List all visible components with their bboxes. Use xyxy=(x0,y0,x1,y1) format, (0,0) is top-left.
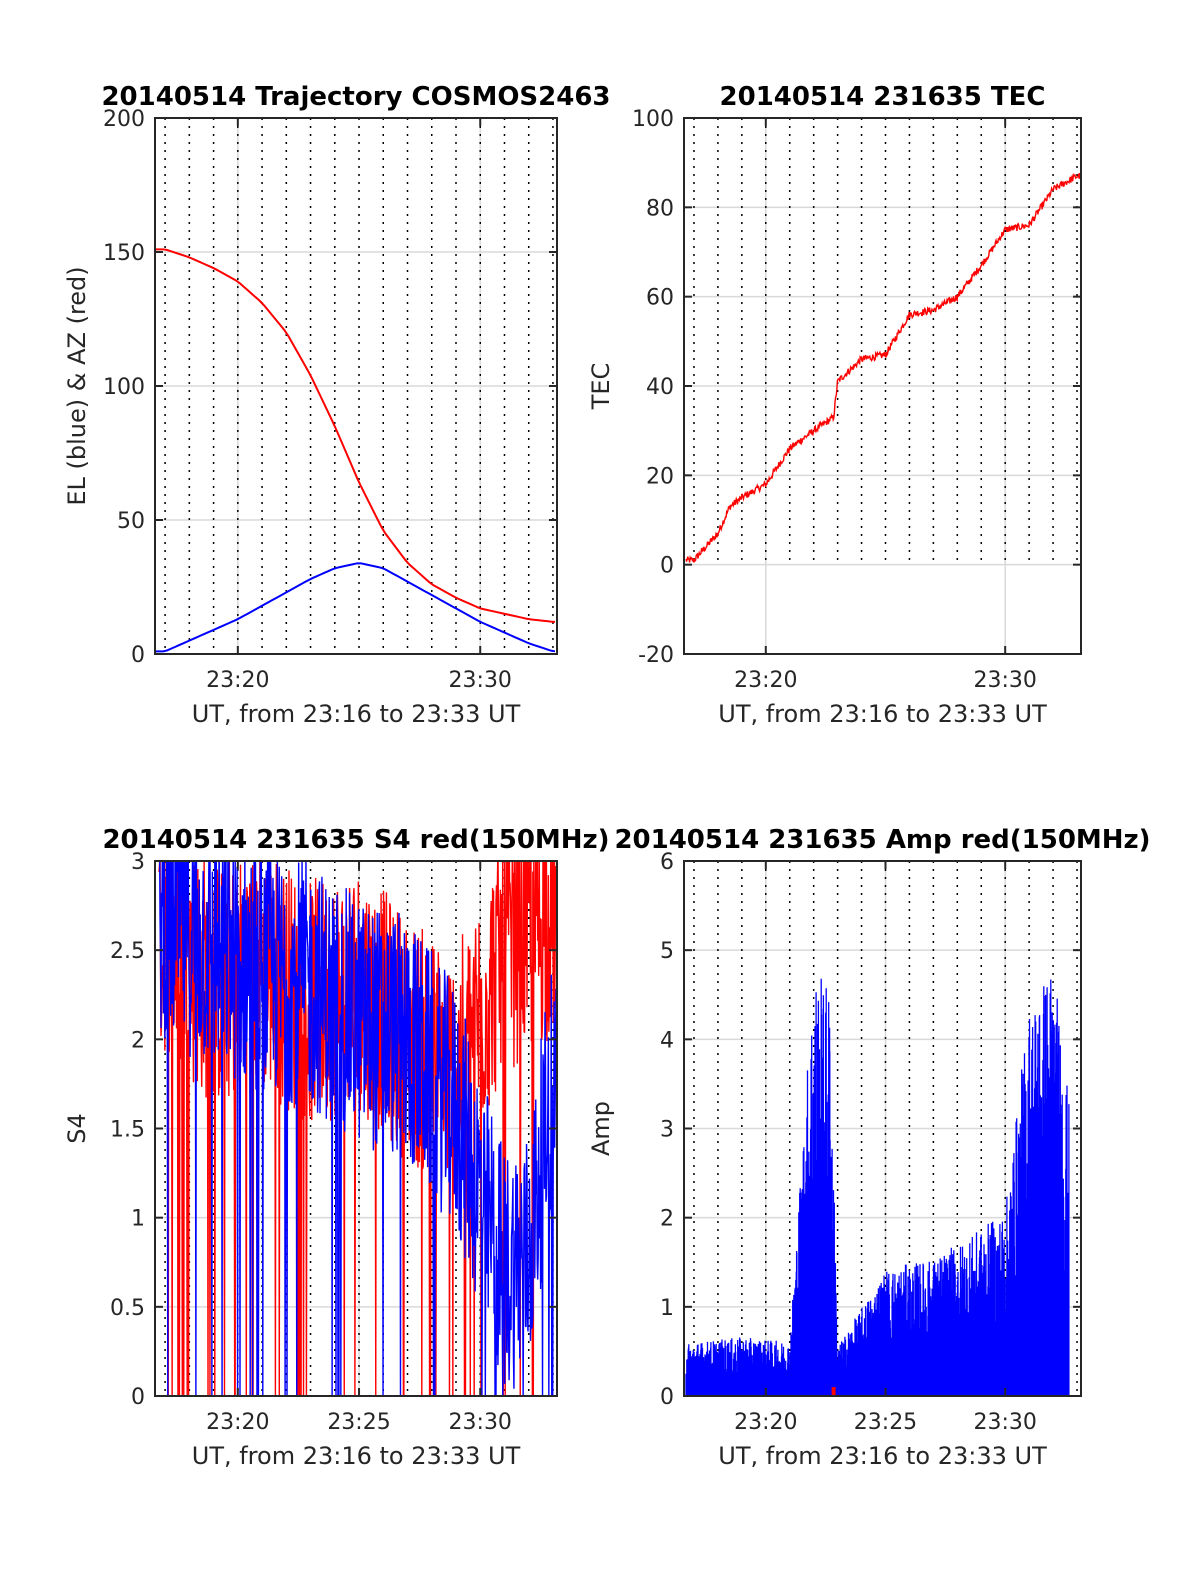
series-line xyxy=(685,978,1070,1396)
y-tick-label: 6 xyxy=(660,850,674,875)
y-tick-label: 3 xyxy=(660,1118,674,1143)
chart-title: 20140514 231635 TEC xyxy=(720,82,1046,112)
y-tick-label: 3 xyxy=(131,850,145,875)
y-tick-label: 0 xyxy=(131,643,145,668)
series-line xyxy=(155,248,556,623)
y-tick-label: 50 xyxy=(117,509,145,534)
series-line xyxy=(685,172,1081,563)
x-tick-label: 23:30 xyxy=(973,1410,1036,1435)
x-tick-label: 23:25 xyxy=(327,1410,390,1435)
series-mark xyxy=(831,1387,836,1396)
x-tick-label: 23:20 xyxy=(206,1410,269,1435)
panel-2: -20 0 20 40 60 80 100 23:20 23:30 20140514 231635… xyxy=(587,82,1082,728)
y-tick-label: 4 xyxy=(660,1028,674,1053)
plot-area xyxy=(158,861,557,1396)
x-tick-label: 23:30 xyxy=(973,668,1036,693)
x-tick-label: 23:25 xyxy=(854,1410,917,1435)
y-tick-label: 0 xyxy=(660,1385,674,1410)
x-tick-label: 23:20 xyxy=(734,1410,797,1435)
y-tick-label: 2 xyxy=(660,1207,674,1232)
y-tick-label: 60 xyxy=(646,286,674,311)
y-tick-label: 100 xyxy=(632,107,674,132)
y-tick-label: 0 xyxy=(660,554,674,579)
x-axis-label: UT, from 23:16 to 23:33 UT xyxy=(718,700,1047,728)
y-axis-label: S4 xyxy=(63,1113,91,1144)
x-axis-label: UT, from 23:16 to 23:33 UT xyxy=(192,1442,521,1470)
plot-area xyxy=(155,248,556,653)
y-tick-label: 1.5 xyxy=(110,1118,145,1143)
y-tick-label: 40 xyxy=(646,375,674,400)
chart-title: 20140514 231635 Amp red(150MHz) xyxy=(614,825,1150,855)
chart-title: 20140514 231635 S4 red(150MHz) xyxy=(102,825,609,855)
chart-title: 20140514 Trajectory COSMOS2463 xyxy=(101,82,610,112)
y-axis-label: TEC xyxy=(587,363,615,411)
y-tick-label: 1 xyxy=(660,1296,674,1321)
y-tick-label: 20 xyxy=(646,464,674,489)
y-tick-label: 80 xyxy=(646,196,674,221)
plot-area xyxy=(685,978,1070,1396)
y-tick-label: 0.5 xyxy=(110,1296,145,1321)
y-tick-label: 0 xyxy=(131,1385,145,1410)
x-tick-label: 23:20 xyxy=(206,668,269,693)
series-line xyxy=(159,861,557,1396)
y-tick-label: 2.5 xyxy=(110,939,145,964)
y-tick-label: 2 xyxy=(131,1028,145,1053)
panel-4: 0 1 2 3 4 5 6 23:20 23:25 23:30 20140514 231635 Am… xyxy=(587,825,1151,1470)
y-tick-label: -20 xyxy=(638,643,674,668)
y-axis-label: Amp xyxy=(587,1101,615,1156)
x-axis-label: UT, from 23:16 to 23:33 UT xyxy=(192,700,521,728)
plot-area xyxy=(685,172,1081,563)
y-tick-label: 150 xyxy=(103,241,145,266)
panel-1: 0 50 100 150 200 23:20 23:30 20140514 Trajector… xyxy=(63,82,611,728)
panel-3: 0 0.5 1 1.5 2 2.5 3 23:20 23:25 23:30 20140514 231… xyxy=(63,825,610,1470)
y-tick-label: 5 xyxy=(660,939,674,964)
y-tick-label: 200 xyxy=(103,107,145,132)
x-tick-label: 23:30 xyxy=(449,1410,512,1435)
x-tick-label: 23:20 xyxy=(734,668,797,693)
series-line xyxy=(155,562,556,653)
y-tick-label: 1 xyxy=(131,1207,145,1232)
y-axis-label: EL (blue) & AZ (red) xyxy=(63,266,91,505)
x-tick-label: 23:30 xyxy=(449,668,512,693)
y-tick-label: 100 xyxy=(103,375,145,400)
x-axis-label: UT, from 23:16 to 23:33 UT xyxy=(718,1442,1047,1470)
